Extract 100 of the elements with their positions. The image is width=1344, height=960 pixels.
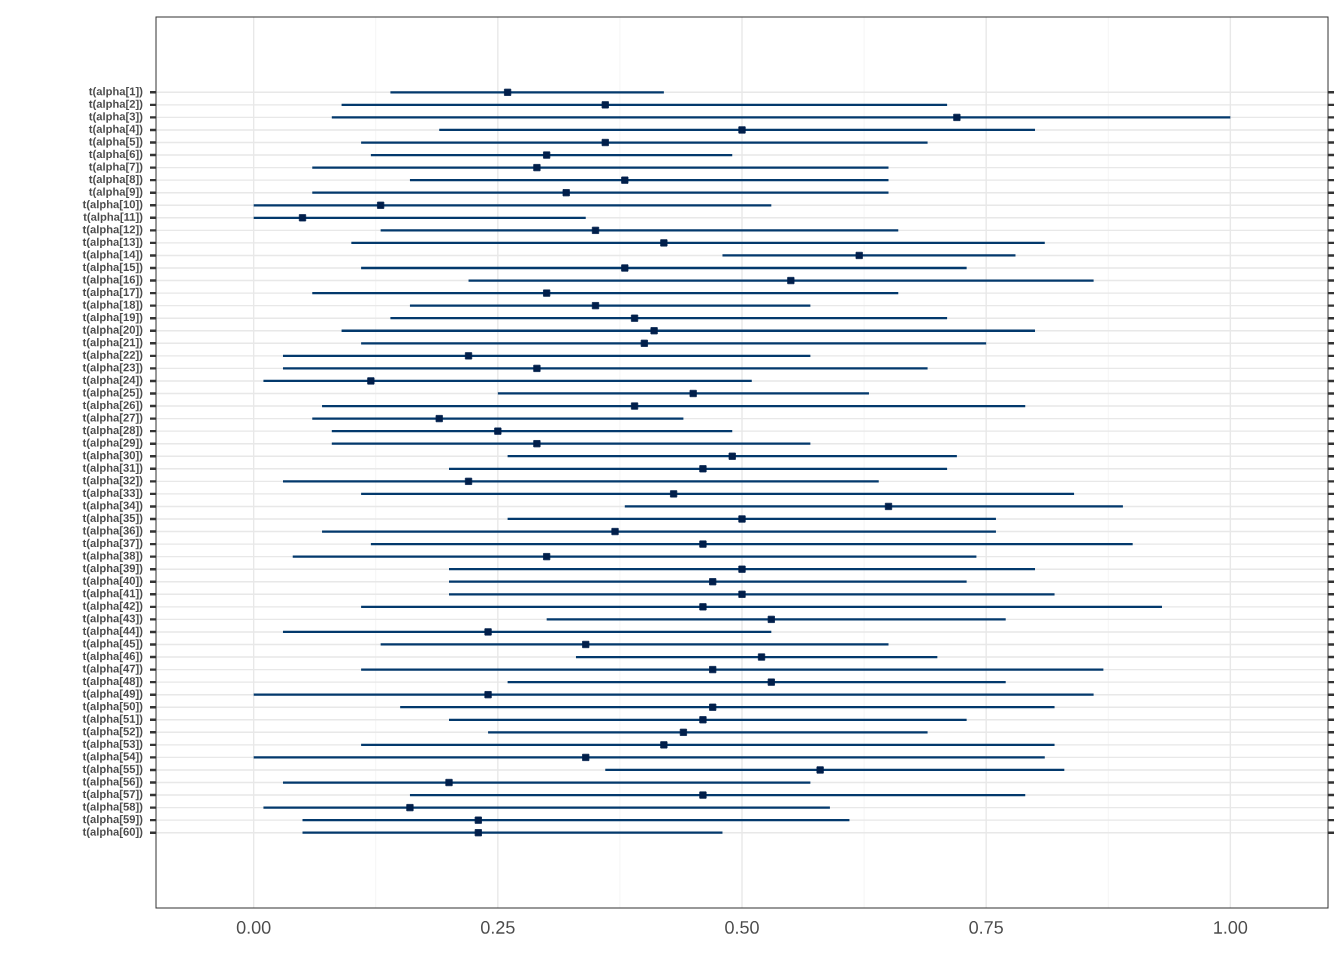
point [533,164,541,172]
y-tick-label: t(alpha[45]) [82,639,143,650]
x-tick-label: 0.50 [725,921,759,934]
y-tick-label: t(alpha[54]) [82,752,143,763]
point [757,653,766,661]
point [767,615,775,623]
point [562,189,570,197]
y-tick-label: t(alpha[60]) [82,827,143,838]
bar [546,618,1006,621]
y-tick-label: t(alpha[53]) [82,739,143,751]
point [474,816,482,824]
y-tick-label: t(alpha[14]) [82,250,143,261]
bar [282,367,928,370]
y-tick-label: t(alpha[48]) [82,676,143,688]
point [699,540,707,548]
y-tick-label: t(alpha[8]) [88,174,143,186]
point [601,101,609,109]
y-tick-label: t(alpha[34]) [82,501,143,512]
y-tick-label: t(alpha[31]) [82,463,143,475]
bar [322,530,996,533]
bar [253,756,1045,759]
y-tick-label: t(alpha[32]) [82,476,143,487]
y-tick-label: t(alpha[44]) [82,626,143,638]
y-tick-label: t(alpha[16]) [82,275,143,286]
point [679,728,687,736]
y-tick-label: t(alpha[19]) [82,312,143,324]
point [640,339,648,347]
y-tick-label: t(alpha[49]) [82,689,143,700]
y-tick-label: t(alpha[2]) [88,99,143,111]
y-tick-label: t(alpha[59]) [82,814,143,826]
y-tick-label: t(alpha[25]) [82,388,143,399]
y-tick-label: t(alpha[40]) [82,576,143,587]
point [406,804,414,812]
bar [361,141,928,144]
y-tick-label: t(alpha[43]) [82,614,143,625]
y-tick-label: t(alpha[36]) [82,526,143,537]
x-tick-label: 1.00 [1214,921,1248,934]
point [728,452,736,460]
point [699,603,707,611]
y-tick-label: t(alpha[47]) [82,664,143,675]
point [533,364,541,372]
point [474,829,482,837]
y-tick-label: t(alpha[50]) [82,702,143,713]
y-tick-label: t(alpha[17]) [82,287,143,299]
point [660,239,668,247]
y-tick-label: t(alpha[13]) [82,237,143,249]
point [699,465,707,473]
point [504,88,512,96]
y-tick-label: t(alpha[3]) [88,112,143,123]
point [689,389,697,398]
y-tick-label: t(alpha[29]) [82,438,143,449]
bar [624,505,1123,508]
point [484,628,492,636]
point [738,565,746,573]
y-tick-label: t(alpha[11]) [83,212,143,224]
point [660,741,668,749]
y-tick-label: t(alpha[10]) [82,200,143,211]
y-tick-label: t(alpha[52]) [82,727,143,738]
bar [361,668,1104,671]
x-tick-label: 0.00 [236,921,271,934]
y-tick-label: t(alpha[26]) [82,400,143,412]
point [953,113,961,122]
y-tick-label: t(alpha[6]) [88,149,143,161]
y-tick-label: t(alpha[4]) [88,124,143,136]
bar [468,279,1094,282]
point [543,553,551,561]
bar [722,254,1016,257]
point [611,527,619,536]
y-tick-label: t(alpha[24]) [82,375,143,387]
point [464,352,473,360]
x-tick-label: 0.25 [481,921,515,934]
point [591,226,600,234]
y-tick-label: t(alpha[56]) [82,777,143,788]
y-tick-label: t(alpha[1]) [88,87,143,98]
y-tick-label: t(alpha[55]) [82,764,143,776]
y-tick-label: t(alpha[35]) [82,513,143,525]
y-tick-label: t(alpha[12]) [82,225,143,236]
y-tick-label: t(alpha[21]) [82,338,143,349]
point [445,778,453,787]
point [630,402,639,410]
x-tick-label: 0.75 [969,921,1003,934]
point [582,640,590,649]
point [435,414,443,423]
point [621,176,629,184]
point [884,502,893,511]
point [699,716,707,724]
y-tick-label: t(alpha[22]) [82,350,143,362]
point [621,264,629,272]
point [709,703,717,711]
point [738,590,746,598]
point [464,477,473,485]
point [543,289,551,297]
bar [263,806,830,809]
bar [282,781,811,784]
y-tick-label: t(alpha[57]) [82,789,143,801]
y-tick-label: t(alpha[18]) [82,300,143,311]
point [855,251,863,260]
y-tick-label: t(alpha[28]) [82,425,143,437]
y-tick-label: t(alpha[37]) [82,538,143,550]
y-tick-label: t(alpha[41]) [82,589,143,600]
